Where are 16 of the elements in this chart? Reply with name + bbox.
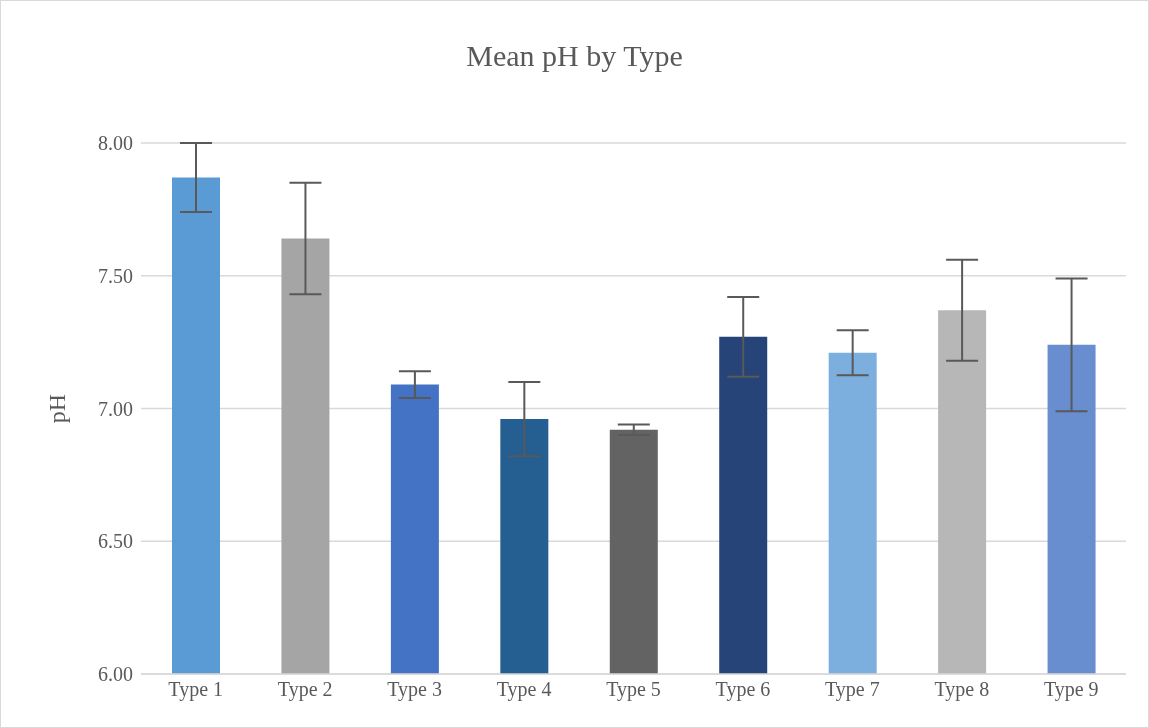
x-tick-label: Type 2 <box>277 678 333 702</box>
x-tick-label: Type 3 <box>387 678 442 702</box>
y-tick-label: 8.00 <box>98 132 133 155</box>
x-tick-label: Type 8 <box>934 678 990 702</box>
x-tick-label: Type 5 <box>606 678 661 702</box>
y-axis-title: pH <box>43 393 70 424</box>
x-tick-label: Type 7 <box>825 678 880 702</box>
x-tick-label: Type 1 <box>168 678 224 702</box>
y-tick-label: 7.00 <box>98 397 133 420</box>
y-tick-label: 6.50 <box>98 530 133 553</box>
x-tick-label: Type 6 <box>715 678 771 702</box>
x-tick-label: Type 9 <box>1043 678 1099 702</box>
y-tick-label: 7.50 <box>98 264 133 287</box>
x-tick-label: Type 4 <box>496 678 552 702</box>
y-tick-label: 6.00 <box>98 663 133 686</box>
chart-title: Mean pH by Type <box>465 39 684 73</box>
